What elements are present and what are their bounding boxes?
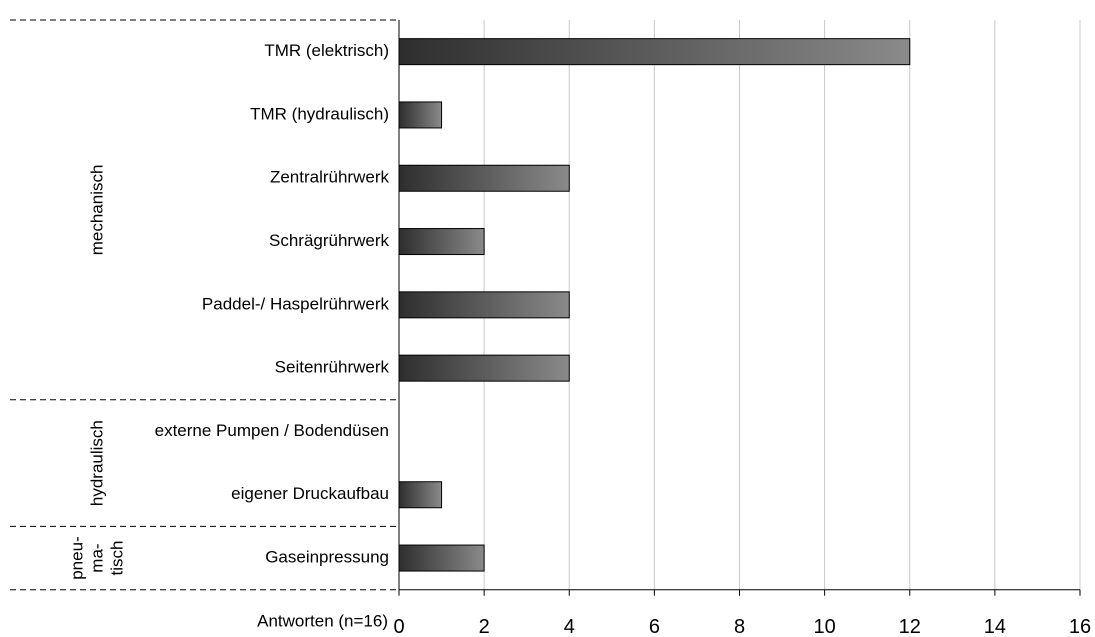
category-label: Schrägrührwerk — [269, 231, 389, 250]
x-tick-label: 10 — [814, 616, 836, 637]
x-tick-label: 0 — [393, 616, 404, 637]
category-label: TMR (hydraulisch) — [250, 104, 389, 123]
x-tick-label: 16 — [1069, 616, 1091, 637]
category-label: eigener Druckaufbau — [231, 484, 389, 503]
group-label: pneu- — [67, 536, 86, 579]
bar — [398, 544, 485, 572]
x-tick-label: 4 — [564, 616, 575, 637]
category-label: Seitenrührwerk — [275, 358, 390, 377]
bar — [398, 38, 911, 66]
category-label: Gaseinpressung — [265, 548, 389, 567]
x-tick-label: 12 — [899, 616, 921, 637]
category-label: externe Pumpen / Bodendüsen — [155, 421, 389, 440]
category-label: Zentralrührwerk — [270, 168, 390, 187]
x-tick-label: 2 — [479, 616, 490, 637]
category-label: Paddel-/ Haspelrührwerk — [202, 294, 390, 313]
group-label: ma- — [87, 543, 106, 572]
bar — [398, 228, 485, 256]
group-label: hydraulisch — [87, 420, 106, 506]
group-label: tisch — [107, 541, 126, 576]
category-label: TMR (elektrisch) — [264, 41, 389, 60]
x-tick-label: 6 — [649, 616, 660, 637]
bar — [398, 164, 570, 192]
x-tick-label: 8 — [734, 616, 745, 637]
bar — [398, 291, 570, 319]
group-label: mechanisch — [87, 165, 106, 256]
bar — [398, 354, 570, 382]
x-tick-label: 14 — [984, 616, 1006, 637]
bar — [398, 481, 443, 509]
x-axis-label: Antworten (n=16) — [257, 611, 388, 630]
bar — [398, 101, 443, 129]
